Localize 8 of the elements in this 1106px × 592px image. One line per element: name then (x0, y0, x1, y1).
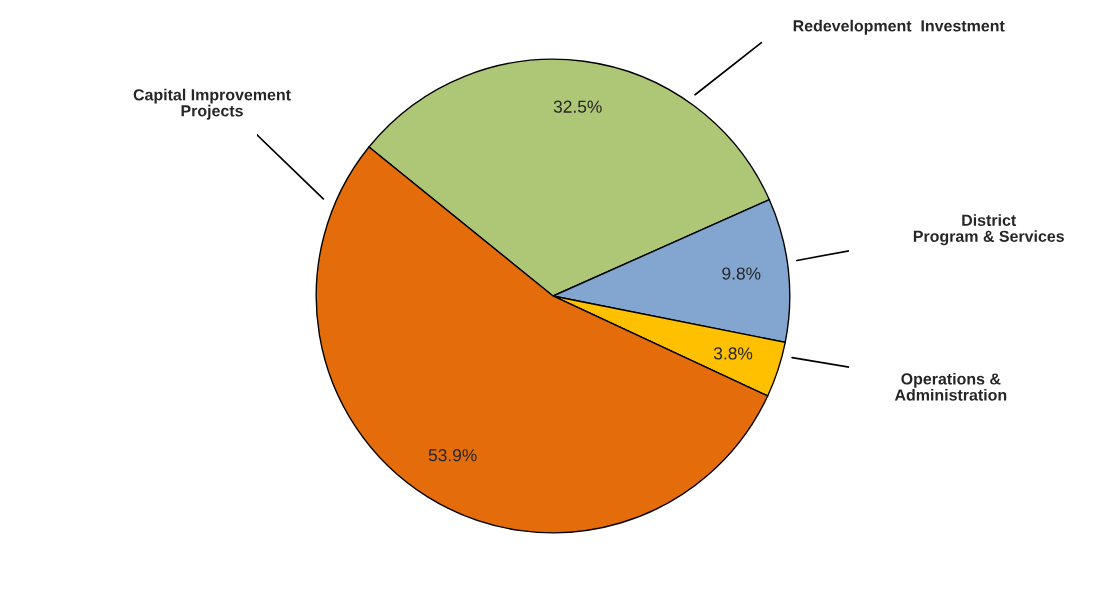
data-label: 3.8% (713, 347, 753, 360)
slice-label: Redevelopment Investment (793, 19, 1005, 35)
slice-label: Operations & Administration (894, 372, 1007, 401)
data-label: 53.9% (428, 449, 477, 462)
slice-label: District Program & Services (913, 214, 1064, 246)
slice-label: Capital Improvement Projects (133, 88, 291, 120)
data-label: 32.5% (553, 100, 602, 113)
data-label: 9.8% (722, 267, 761, 280)
